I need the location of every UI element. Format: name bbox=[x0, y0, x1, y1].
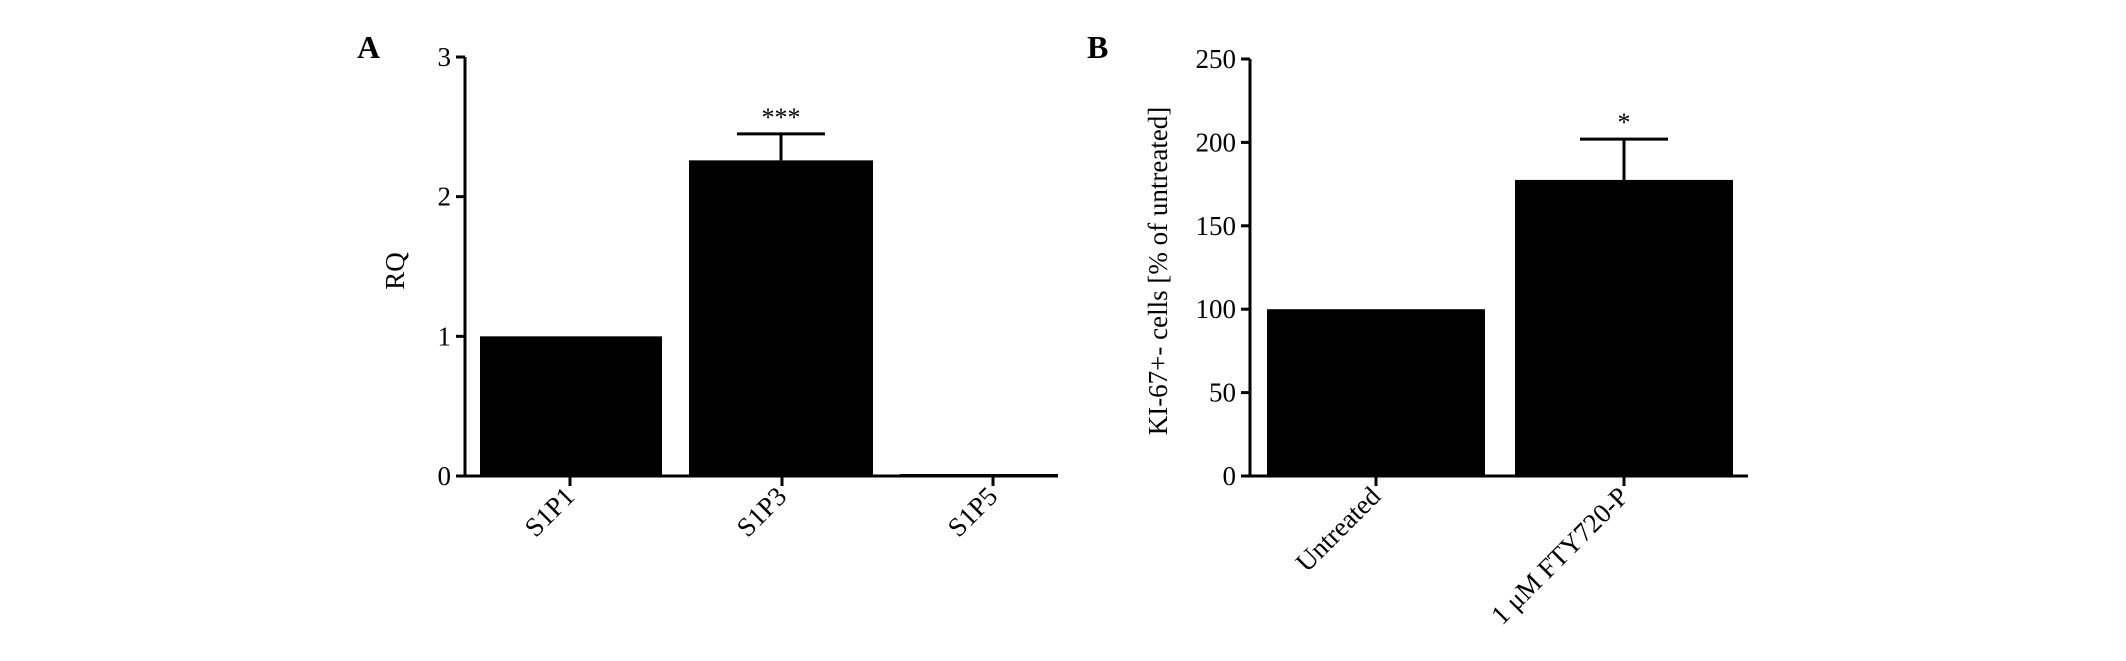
bar-1-m-fty720-p bbox=[1515, 179, 1733, 476]
y-tick-label: 200 bbox=[1196, 127, 1237, 157]
x-tick-label: S1P1 bbox=[519, 481, 581, 543]
y-tick-label: 250 bbox=[1196, 44, 1237, 74]
x-tick-label: 1 μM FTY720-P bbox=[1485, 481, 1634, 630]
y-tick-label: 0 bbox=[438, 461, 452, 491]
panel-label-b: B bbox=[1087, 29, 1108, 65]
y-tick-label: 3 bbox=[438, 42, 452, 72]
y-axis-label-b: KI-67+- cells [% of untreated] bbox=[1143, 107, 1173, 436]
significance-marker: * bbox=[1618, 108, 1631, 137]
y-tick-label: 100 bbox=[1196, 294, 1237, 324]
bar-s1p3 bbox=[689, 160, 873, 476]
y-tick-label: 2 bbox=[438, 182, 452, 212]
significance-marker: *** bbox=[762, 103, 801, 132]
y-tick-label: 150 bbox=[1196, 211, 1237, 241]
x-tick-label: S1P3 bbox=[731, 481, 793, 543]
chart-a: A RQ *** 0 1 2 3 S1P1 S1P3 S1P5 bbox=[357, 29, 1058, 543]
y-tick-label: 0 bbox=[1223, 461, 1237, 491]
y-axis-label-a: RQ bbox=[380, 252, 410, 290]
y-tick-label: 1 bbox=[438, 321, 452, 351]
bar-s1p1 bbox=[480, 336, 662, 476]
y-tick-label: 50 bbox=[1209, 378, 1236, 408]
x-tick-label: S1P5 bbox=[942, 481, 1004, 543]
bar-untreated bbox=[1267, 309, 1485, 476]
x-tick-label: Untreated bbox=[1290, 481, 1387, 578]
chart-b: B KI-67+- cells [% of untreated] * 0 50 100… bbox=[1087, 29, 1748, 630]
panel-label-a: A bbox=[357, 29, 380, 65]
